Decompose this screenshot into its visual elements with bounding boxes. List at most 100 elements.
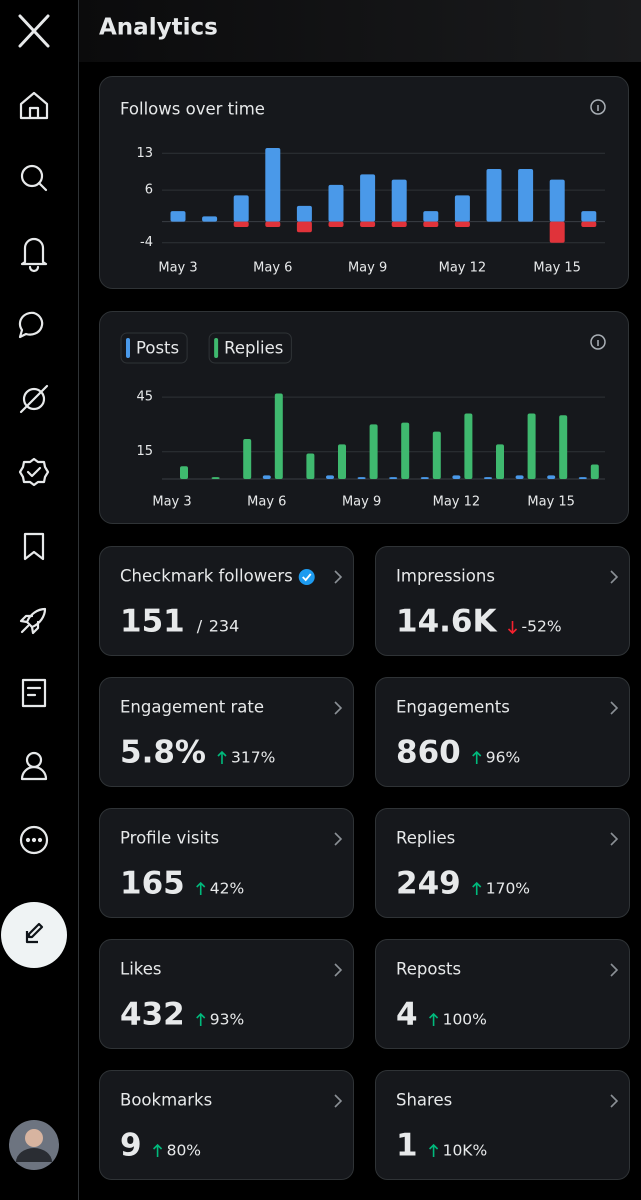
sidebar bbox=[18, 14, 50, 855]
card-title: Engagement rate bbox=[120, 698, 264, 717]
card-title: Checkmark followers bbox=[120, 567, 293, 586]
x-tick-label: May 15 bbox=[527, 495, 575, 510]
card-value: 249 bbox=[396, 866, 461, 902]
card-title: Impressions bbox=[396, 567, 495, 586]
card-value: 432 bbox=[120, 997, 185, 1033]
lists-icon[interactable] bbox=[21, 678, 47, 708]
bar bbox=[452, 475, 461, 479]
verified-icon[interactable] bbox=[18, 457, 50, 487]
bar bbox=[391, 179, 407, 222]
bar bbox=[262, 475, 271, 479]
bar bbox=[170, 211, 186, 222]
stat-card[interactable] bbox=[99, 677, 354, 787]
chevron bbox=[610, 963, 619, 977]
logo[interactable] bbox=[18, 14, 50, 48]
y-tick-label: 45 bbox=[136, 390, 153, 405]
search-icon[interactable] bbox=[20, 164, 48, 192]
chevron bbox=[610, 570, 619, 584]
legend-chip[interactable] bbox=[208, 332, 292, 364]
card-change: 100% bbox=[443, 1011, 487, 1029]
bar bbox=[328, 184, 344, 222]
legend-label: Replies bbox=[224, 339, 283, 358]
bar bbox=[484, 477, 492, 479]
jobs-icon[interactable] bbox=[19, 607, 47, 635]
bar bbox=[549, 179, 565, 222]
card-change: 42% bbox=[210, 880, 244, 898]
stat-card[interactable] bbox=[99, 546, 354, 656]
bar bbox=[202, 216, 218, 222]
chart-title: Follows over time bbox=[120, 100, 265, 119]
info-icons[interactable] bbox=[590, 99, 606, 350]
avatar-face bbox=[25, 1129, 43, 1147]
chevron bbox=[610, 832, 619, 846]
legend-chip[interactable] bbox=[120, 332, 188, 364]
card-total: 234 bbox=[209, 617, 240, 636]
bar bbox=[233, 195, 249, 222]
stat-card[interactable] bbox=[99, 939, 354, 1049]
stat-card[interactable] bbox=[375, 939, 630, 1049]
bar bbox=[486, 169, 502, 222]
bar bbox=[581, 221, 597, 227]
home-icon[interactable] bbox=[19, 91, 49, 120]
stat-card[interactable] bbox=[375, 546, 630, 656]
trend-arrow bbox=[196, 1012, 206, 1026]
header-bar bbox=[79, 0, 641, 62]
card-change: 96% bbox=[486, 749, 520, 767]
bar bbox=[401, 422, 410, 479]
more-icon[interactable] bbox=[19, 825, 49, 855]
bar bbox=[326, 475, 334, 479]
bar bbox=[296, 221, 312, 233]
card-change: -52% bbox=[522, 618, 562, 636]
card-title: Likes bbox=[120, 960, 162, 979]
grok-icon[interactable] bbox=[19, 384, 49, 414]
total-separator: / bbox=[197, 617, 203, 636]
trend-arrow bbox=[507, 621, 518, 635]
bar bbox=[265, 148, 281, 222]
profile-icon[interactable] bbox=[20, 751, 48, 781]
card-value: 151 bbox=[120, 604, 185, 640]
x-tick-label: May 6 bbox=[247, 495, 286, 510]
card-change: 317% bbox=[231, 749, 275, 767]
verified-check bbox=[302, 573, 312, 582]
compose-icon[interactable] bbox=[25, 922, 44, 944]
bookmarks-icon[interactable] bbox=[23, 532, 45, 561]
card-value: 860 bbox=[396, 735, 461, 771]
stat-card[interactable] bbox=[375, 808, 630, 918]
card-change: 93% bbox=[210, 1011, 244, 1029]
legend-swatch bbox=[214, 338, 219, 358]
card-title: Reposts bbox=[396, 960, 461, 979]
x-tick-label: May 6 bbox=[253, 261, 292, 276]
bar bbox=[454, 221, 470, 227]
bar bbox=[549, 221, 565, 243]
x-tick-label: May 3 bbox=[152, 495, 191, 510]
bar bbox=[515, 475, 524, 479]
bar bbox=[389, 477, 398, 479]
stat-card[interactable] bbox=[375, 1070, 630, 1180]
chevron bbox=[610, 701, 619, 715]
card-title: Replies bbox=[396, 829, 455, 848]
verified-badge bbox=[298, 569, 315, 585]
notifications-icon[interactable] bbox=[20, 237, 48, 273]
bar bbox=[265, 221, 281, 227]
bar bbox=[306, 453, 315, 479]
bar bbox=[243, 438, 252, 479]
stat-card[interactable] bbox=[375, 677, 630, 787]
bar bbox=[518, 169, 534, 222]
y-tick-label: -4 bbox=[140, 235, 153, 250]
bar bbox=[338, 444, 346, 479]
stat-card[interactable] bbox=[99, 1070, 354, 1180]
trend-arrow bbox=[196, 881, 206, 895]
x-tick-label: May 12 bbox=[433, 495, 481, 510]
card-change: 80% bbox=[167, 1142, 201, 1160]
bar bbox=[420, 477, 429, 479]
bar bbox=[360, 221, 376, 227]
y-tick-label: 6 bbox=[145, 183, 153, 198]
bar bbox=[360, 174, 376, 222]
trend-arrow bbox=[217, 750, 227, 764]
stat-card[interactable] bbox=[99, 808, 354, 918]
messages-icon[interactable] bbox=[18, 311, 44, 339]
card-title: Bookmarks bbox=[120, 1091, 212, 1110]
bar bbox=[211, 477, 220, 479]
bar bbox=[559, 415, 568, 479]
